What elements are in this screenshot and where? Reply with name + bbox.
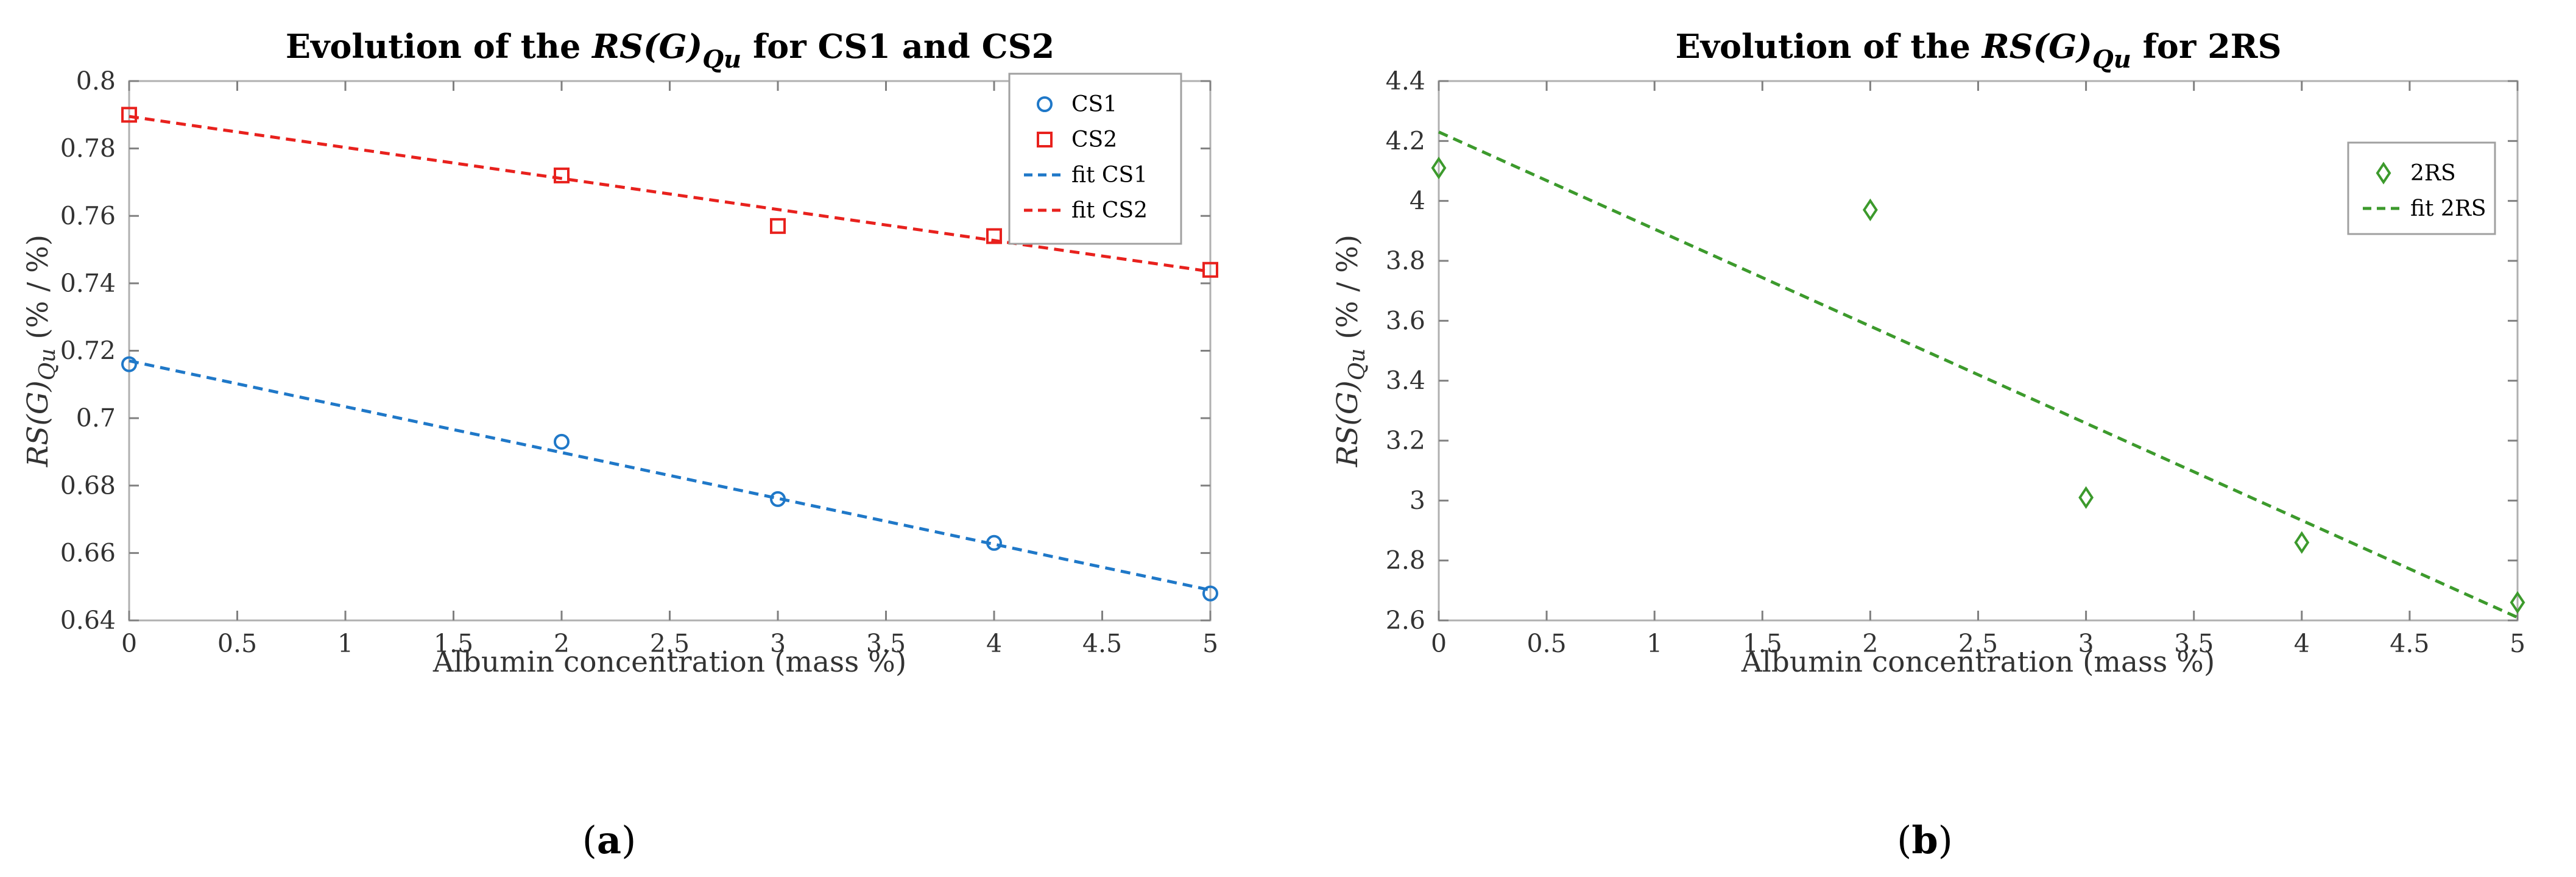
chart-title: Evolution of the RS(G)Qu for 2RS <box>1675 27 2281 74</box>
y-tick-label: 0.8 <box>76 66 116 96</box>
legend-fit-2rs-label: fit 2RS <box>2410 196 2486 221</box>
fit-cs2-line <box>129 115 1211 273</box>
y-tick-label: 0.74 <box>60 269 116 298</box>
y-axis-label-symbol: RS(G) <box>21 380 55 467</box>
y-tick-label: 3 <box>1410 486 1425 515</box>
x-tick-label: 3 <box>2078 629 2094 658</box>
y-axis-label: RS(G)Qu (% / %) <box>1331 235 1370 467</box>
fit-2rs-line <box>1438 130 2519 619</box>
chart-title-prefix: Evolution of the <box>286 27 592 66</box>
y-tick-label: 0.72 <box>60 336 116 366</box>
x-tick-label: 5 <box>2510 629 2525 658</box>
x-tick-label: 3 <box>770 629 786 658</box>
x-tick-label: 3.5 <box>866 629 906 658</box>
y-tick-label: 4.2 <box>1386 126 1425 155</box>
x-tick-label: 2 <box>1862 629 1878 658</box>
cs1-point <box>121 356 137 372</box>
y-tick-label: 3.6 <box>1386 306 1425 335</box>
panel-caption: (b) <box>1897 818 1953 862</box>
legend-cs1-swatch <box>1037 96 1053 112</box>
y-tick-label: 0.7 <box>76 403 116 433</box>
y-tick-label: 0.64 <box>60 606 116 635</box>
legend-cs2-label: CS2 <box>1071 127 1117 152</box>
chart-title: Evolution of the RS(G)Qu for CS1 and CS2 <box>286 27 1054 74</box>
y-tick-label: 2.8 <box>1386 546 1425 575</box>
chart-title-subscript: Qu <box>2092 45 2131 74</box>
legend-2rs-swatch <box>2376 162 2391 185</box>
legend-frame <box>2347 141 2496 235</box>
2rs-point <box>1862 198 1878 222</box>
cs1-point <box>554 433 570 450</box>
x-tick-label: 1.5 <box>434 629 473 658</box>
x-tick-label: 4 <box>986 629 1002 658</box>
fit-cs1-line <box>129 359 1211 592</box>
panel-caption: (a) <box>582 818 637 862</box>
cs1-point <box>1202 585 1218 602</box>
chart-b: 0 0.5 1 1.5 2 2.5 3 3.5 4 4.5 5 2.6 2.8 3 3.2 3.4 3.6 3.8… <box>1331 27 2525 862</box>
chart-title-symbol: RS(G) <box>1981 27 2092 66</box>
x-tick-label: 0.5 <box>217 629 257 658</box>
x-tick-label: 2.5 <box>1958 629 1998 658</box>
y-axis-label-subscript: Qu <box>1345 349 1370 381</box>
cs2-point <box>554 167 570 183</box>
chart-title-suffix: for 2RS <box>2131 27 2282 66</box>
x-tick-label: 2.5 <box>650 629 690 658</box>
legend: 2RS fit 2RS <box>2347 141 2496 235</box>
chart-title-prefix: Evolution of the <box>1675 27 1981 66</box>
y-tick-label: 4.4 <box>1386 66 1425 96</box>
y-tick-label: 0.78 <box>60 134 116 163</box>
y-tick-label: 0.68 <box>60 471 116 500</box>
y-tick-label: 4 <box>1410 186 1425 216</box>
y-tick-label: 3.4 <box>1386 366 1425 396</box>
legend: CS1 CS2 fit CS1 fit CS2 <box>1008 73 1182 245</box>
y-tick-label: 0.66 <box>60 538 116 567</box>
cs2-point <box>770 218 786 234</box>
panel-caption-open: ( <box>1897 818 1911 862</box>
chart-title-subscript: Qu <box>702 45 741 74</box>
chart-title-symbol: RS(G) <box>591 27 702 66</box>
x-tick-label: 0 <box>1431 629 1447 658</box>
panel-caption-letter: a <box>597 818 621 862</box>
x-tick-label: 2 <box>554 629 570 658</box>
2rs-point <box>2510 591 2525 614</box>
x-tick-label: 5 <box>1202 629 1218 658</box>
x-tick-label: 3.5 <box>2174 629 2214 658</box>
x-axis-label: Albumin concentration (mass %) <box>1741 645 2215 679</box>
legend-cs2-swatch <box>1037 132 1053 147</box>
2rs-point <box>2294 531 2310 554</box>
cs2-point <box>121 107 137 123</box>
y-tick-label: 2.6 <box>1386 606 1425 635</box>
legend-fit-cs1-label: fit CS1 <box>1071 163 1148 188</box>
y-tick-label: 3.2 <box>1386 426 1425 455</box>
chart-a: 0 0.5 1 1.5 2 2.5 3 3.5 4 4.5 5 0.64 0.66 0.68 0.7 0.72… <box>21 27 1218 862</box>
cs2-point <box>986 228 1002 244</box>
panel-caption-close: ) <box>1938 818 1953 862</box>
x-tick-label: 0 <box>121 629 137 658</box>
y-tick-label: 3.8 <box>1386 246 1425 275</box>
legend-2rs-label: 2RS <box>2410 161 2456 186</box>
y-axis-label-unit: (% / %) <box>21 235 55 349</box>
x-tick-label: 4 <box>2294 629 2310 658</box>
x-tick-label: 1 <box>1646 629 1662 658</box>
y-axis-label-symbol: RS(G) <box>1331 380 1364 467</box>
y-axis-label-unit: (% / %) <box>1331 235 1364 349</box>
y-tick-label: 0.76 <box>60 201 116 230</box>
2rs-point <box>1431 156 1447 180</box>
chart-title-suffix: for CS1 and CS2 <box>741 27 1054 66</box>
panel-caption-open: ( <box>582 818 597 862</box>
x-tick-label: 0.5 <box>1526 629 1566 658</box>
y-axis-label-subscript: Qu <box>35 349 60 381</box>
panel-caption-letter: b <box>1911 818 1938 862</box>
x-tick-label: 4.5 <box>2390 629 2429 658</box>
x-axis-label: Albumin concentration (mass %) <box>432 645 906 679</box>
panel-caption-close: ) <box>621 818 636 862</box>
2rs-point <box>2078 486 2094 510</box>
x-tick-label: 1 <box>337 629 353 658</box>
x-tick-label: 4.5 <box>1082 629 1122 658</box>
legend-fit-cs2-label: fit CS2 <box>1071 198 1148 223</box>
legend-cs1-label: CS1 <box>1071 92 1117 117</box>
x-tick-label: 1.5 <box>1743 629 1782 658</box>
y-axis-label: RS(G)Qu (% / %) <box>21 235 60 467</box>
